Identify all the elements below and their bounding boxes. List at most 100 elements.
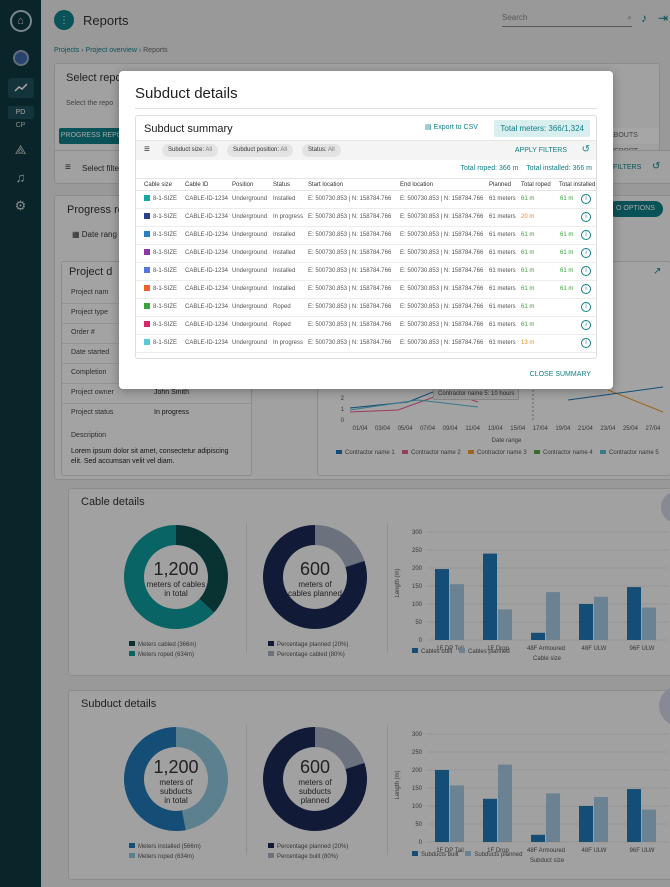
info-icon[interactable]: i: [581, 248, 591, 258]
table-row[interactable]: 8-1-SIZE CABLE-ID-1234 Underground Roped E: …: [136, 299, 596, 317]
x-tick-label: 19/04: [555, 426, 571, 432]
sidebar: ⌂ PD CP ⟁ ♫ ⚙: [0, 0, 41, 887]
gear-icon[interactable]: ⚙: [14, 198, 27, 213]
date-range-label: Date rang: [81, 230, 117, 239]
info-icon[interactable]: i: [581, 230, 591, 240]
table-row[interactable]: 8-1-SIZE CABLE-ID-1234 Underground Installe…: [136, 245, 596, 263]
x-tick-label: 96F ULW: [630, 848, 655, 854]
end-location-cell: E: 500730.853 | N: 158784.766: [400, 286, 484, 292]
column-header: Position: [232, 182, 254, 188]
breadcrumb-projects[interactable]: Projects: [54, 47, 80, 54]
date-range-field[interactable]: ▦ Date rang: [72, 230, 117, 239]
cable-size: 8-1-SIZE: [153, 250, 178, 256]
sidebar-item-pd[interactable]: PD: [7, 106, 34, 119]
x-tick-label: 96F ULW: [630, 646, 655, 652]
divider: [62, 403, 251, 404]
divider: [246, 523, 247, 653]
notification-bell-icon[interactable]: ♪: [641, 11, 647, 25]
filter-icon[interactable]: ≡: [144, 144, 150, 155]
color-swatch: [144, 321, 150, 327]
info-icon[interactable]: i: [581, 320, 591, 330]
export-csv-button[interactable]: ▤ Export to CSV: [425, 123, 478, 131]
apply-filters-button[interactable]: APPLY FILTERS: [514, 147, 567, 154]
reset-icon[interactable]: ↺: [652, 161, 661, 172]
status-cell: Roped: [273, 322, 291, 328]
topbar: ⋮ Reports: [41, 0, 670, 40]
app-logo-icon[interactable]: ⌂: [9, 10, 32, 32]
legend-item: Meters roped (634m): [129, 852, 201, 862]
breadcrumb-overview[interactable]: Project overview: [85, 47, 137, 54]
options-button[interactable]: O OPTIONS: [608, 201, 663, 217]
chip-status[interactable]: Status: All: [302, 144, 341, 157]
chip-subduct-size[interactable]: Subduct size: All: [162, 144, 219, 157]
info-icon[interactable]: i: [581, 338, 591, 348]
color-swatch: [144, 249, 150, 255]
globe-icon[interactable]: [12, 50, 29, 66]
cable-id-cell: CABLE-ID-1234: [185, 268, 229, 274]
project-detail-key: Project owner: [71, 389, 114, 396]
table-row[interactable]: 8-1-SIZE CABLE-ID-1234 Underground Installe…: [136, 263, 596, 281]
logout-icon[interactable]: ⇥: [658, 11, 669, 25]
bar: [435, 569, 449, 640]
subduct-bar-legend: Subducts built Subducts planned: [412, 851, 522, 858]
cable-size-cell: 8-1-SIZE: [144, 191, 177, 208]
expand-icon[interactable]: ↗: [653, 266, 662, 277]
reports-nav-item[interactable]: [7, 78, 34, 98]
series-line: [567, 386, 664, 401]
chip-subduct-position[interactable]: Subduct position: All: [227, 144, 294, 157]
subduct-summary-panel: Subduct summary ▤ Export to CSV Total me…: [135, 115, 597, 359]
shapes-icon[interactable]: ⟁: [14, 142, 27, 157]
summary-totals: Total roped: 366 m Total installed: 366 …: [460, 165, 592, 172]
table-row[interactable]: 8-1-SIZE CABLE-ID-1234 Underground In progr…: [136, 209, 596, 227]
x-tick-label: 17/04: [533, 426, 549, 432]
table-row[interactable]: 8-1-SIZE CABLE-ID-1234 Underground In progr…: [136, 335, 596, 353]
tab-progress-report[interactable]: PROGRESS REPOR: [59, 128, 129, 144]
project-detail-key: Date started: [71, 349, 110, 356]
table-row[interactable]: 8-1-SIZE CABLE-ID-1234 Underground Installe…: [136, 227, 596, 245]
planned-cell: 61 meters: [489, 322, 516, 328]
info-icon[interactable]: i: [581, 266, 591, 276]
bell-icon[interactable]: ♫: [15, 170, 26, 185]
planned-cell: 61 meters: [489, 304, 516, 310]
drag-handle[interactable]: ✋: [659, 686, 670, 726]
column-header: Planned: [489, 182, 512, 188]
end-location-cell: E: 500730.853 | N: 158784.766: [400, 304, 484, 310]
export-label: Export to CSV: [433, 124, 478, 131]
info-icon[interactable]: i: [581, 302, 591, 312]
search-input[interactable]: Search ⌕: [502, 13, 632, 27]
bar: [546, 793, 560, 842]
info-icon[interactable]: i: [581, 212, 591, 222]
cable-size-cell: 8-1-SIZE: [144, 281, 177, 298]
start-location-cell: E: 500730.853 | N: 158784.766: [308, 322, 392, 328]
cable-donut2-line2: cables planned: [288, 589, 342, 598]
reset-icon[interactable]: ↺: [581, 144, 590, 155]
cable-size: 8-1-SIZE: [153, 232, 178, 238]
x-tick-label: 27/04: [645, 426, 661, 432]
info-icon[interactable]: i: [581, 284, 591, 294]
start-location-cell: E: 500730.853 | N: 158784.766: [308, 214, 392, 220]
search-placeholder: Search: [502, 13, 528, 22]
bar: [579, 806, 593, 842]
search-icon: ⌕: [627, 13, 632, 22]
subduct-donut-planned: [263, 727, 367, 831]
bar: [435, 770, 449, 842]
y-tick-label: 150: [412, 584, 423, 590]
planned-cell: 61 meters: [489, 268, 516, 274]
filter-icon[interactable]: ≡: [65, 162, 71, 173]
bar: [531, 834, 545, 842]
table-row[interactable]: 8-1-SIZE CABLE-ID-1234 Underground Installe…: [136, 191, 596, 209]
menu-button[interactable]: ⋮: [54, 10, 74, 30]
donut-segment: [315, 727, 365, 770]
cable-id-cell: CABLE-ID-1234: [185, 250, 229, 256]
drag-handle[interactable]: ✋: [661, 491, 670, 523]
sidebar-item-cp[interactable]: CP: [15, 122, 26, 129]
apply-filters-button[interactable]: FILTERS: [613, 164, 642, 171]
donut-segment: [124, 727, 186, 831]
table-row[interactable]: 8-1-SIZE CABLE-ID-1234 Underground Installe…: [136, 281, 596, 299]
color-swatch: [144, 285, 150, 291]
close-summary-button[interactable]: CLOSE SUMMARY: [529, 371, 591, 378]
info-icon[interactable]: i: [581, 194, 591, 204]
table-row[interactable]: 8-1-SIZE CABLE-ID-1234 Underground Roped E: …: [136, 317, 596, 335]
cable-id-cell: CABLE-ID-1234: [185, 214, 229, 220]
legend-item: Meters cabled (366m): [129, 640, 196, 650]
